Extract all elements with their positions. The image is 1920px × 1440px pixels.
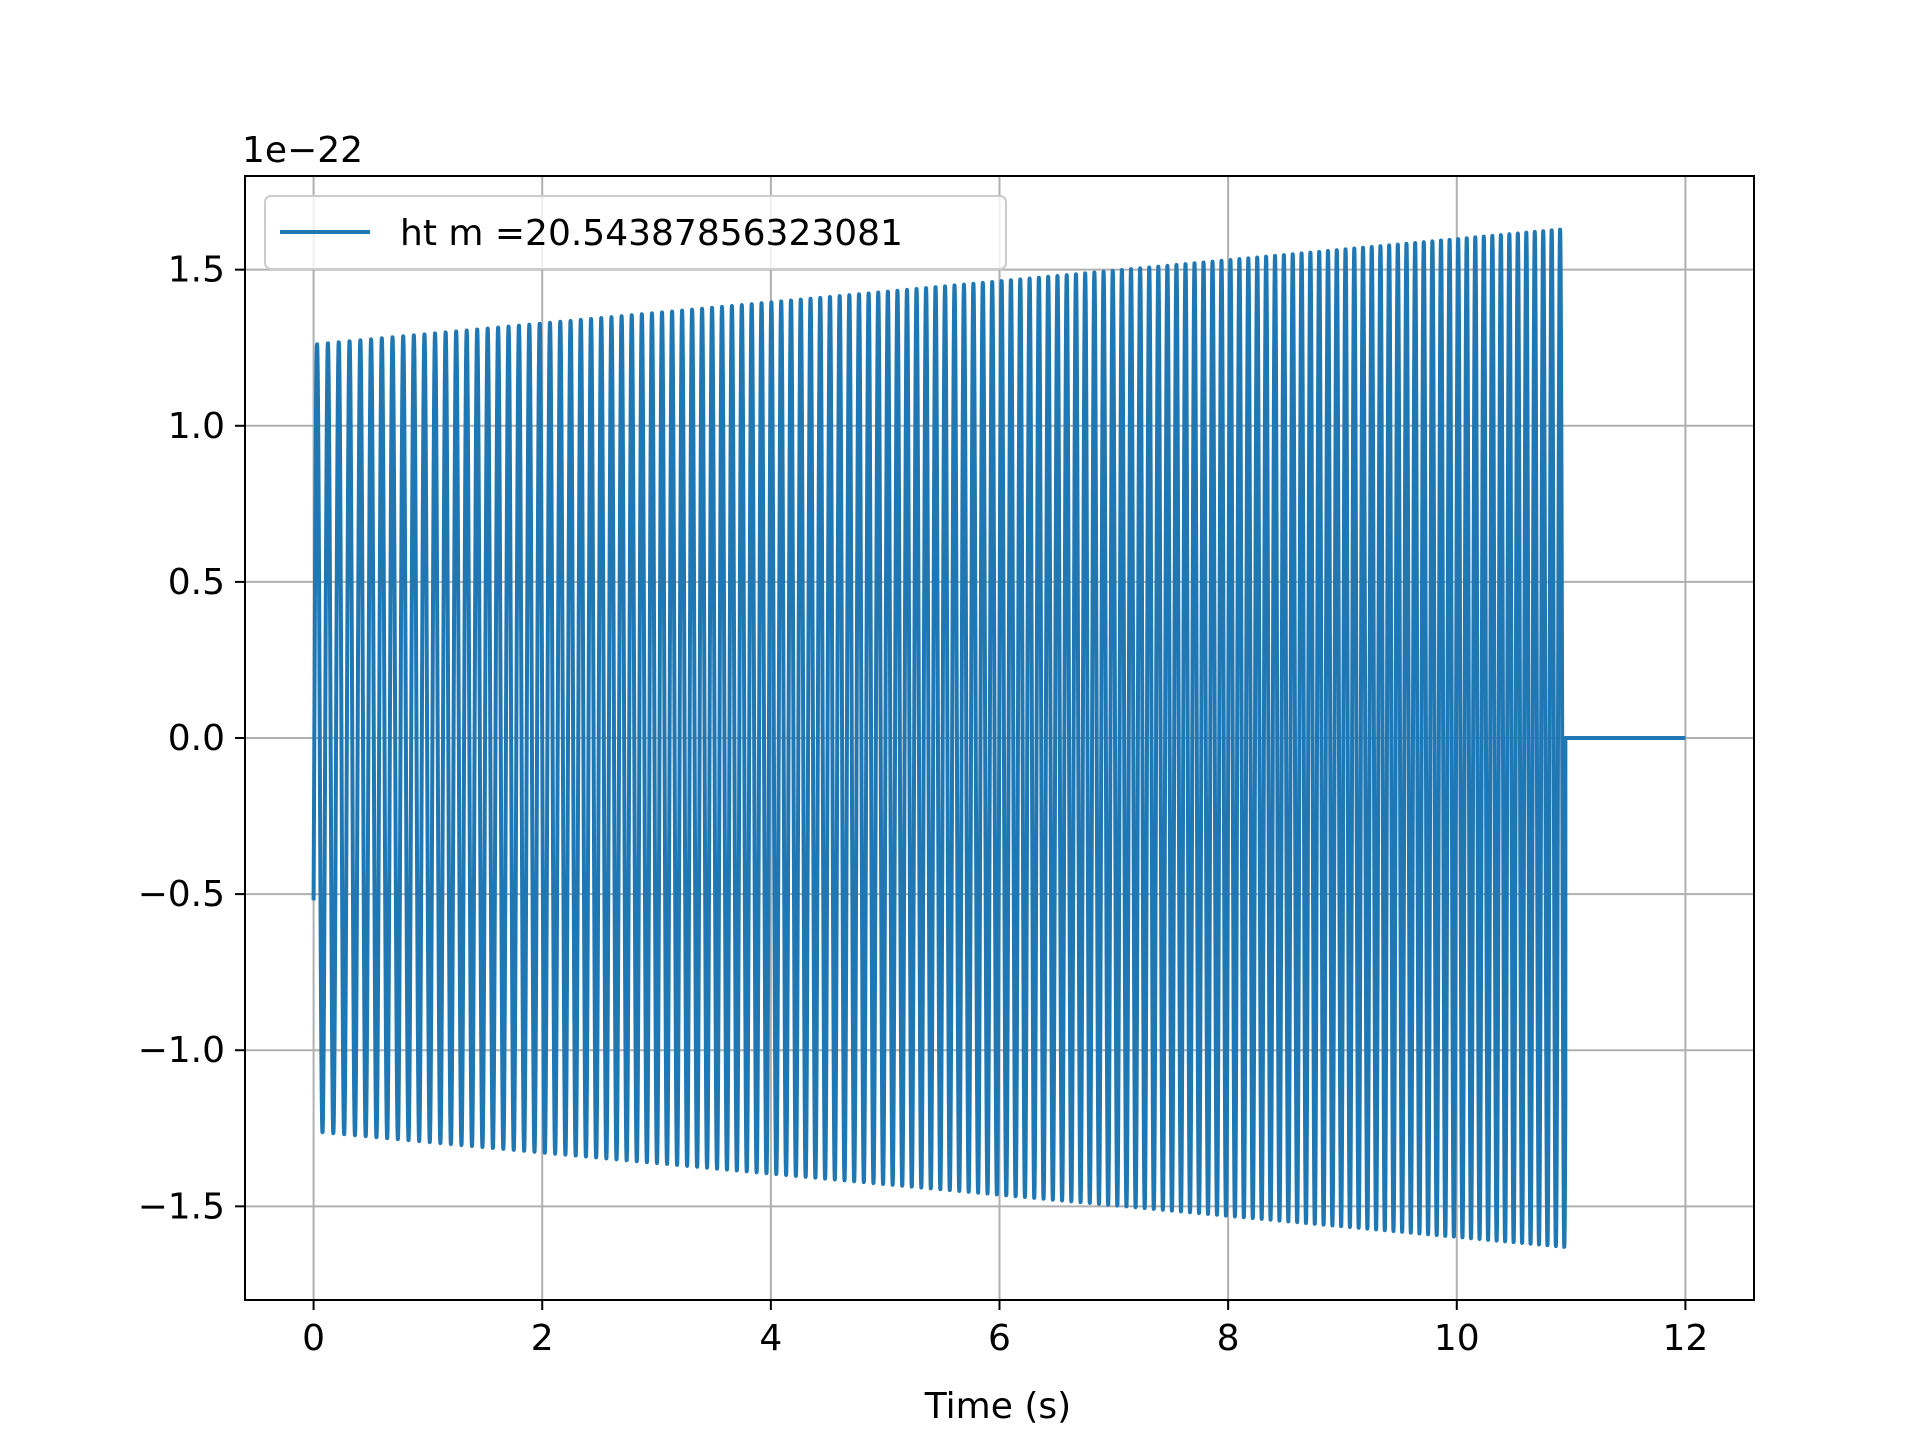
- y-offset-label: 1e−22: [242, 130, 363, 171]
- x-tick-label: 10: [1434, 1318, 1480, 1359]
- legend-label: ht m =20.54387856323081: [400, 213, 903, 254]
- x-axis-label: Time (s): [924, 1386, 1071, 1427]
- x-tick-label: 4: [759, 1318, 782, 1359]
- x-tick-label: 12: [1663, 1318, 1709, 1359]
- y-tick-label: 0.0: [168, 718, 225, 759]
- y-tick-label: −1.5: [138, 1186, 225, 1227]
- legend-box: [264, 195, 1007, 270]
- x-tick-label: 0: [302, 1318, 325, 1359]
- y-tick-label: 1.0: [168, 406, 225, 447]
- series-line: [311, 227, 1686, 1249]
- y-tick-label: 1.5: [168, 250, 225, 291]
- x-tick-label: 2: [531, 1318, 554, 1359]
- y-axis: −1.5 −1.0 −0.5 0.0 0.5 1.0 1.5: [138, 250, 245, 1227]
- series-layer: [311, 227, 1686, 1249]
- y-tick-label: 0.5: [168, 562, 225, 603]
- legend: ht m =20.54387856323081: [264, 195, 1007, 270]
- x-tick-label: 8: [1217, 1318, 1240, 1359]
- x-tick-label: 6: [988, 1318, 1011, 1359]
- y-tick-label: −0.5: [138, 874, 225, 915]
- y-tick-label: −1.0: [138, 1030, 225, 1071]
- x-axis: 0 2 4 6 8 10 12: [302, 1300, 1708, 1359]
